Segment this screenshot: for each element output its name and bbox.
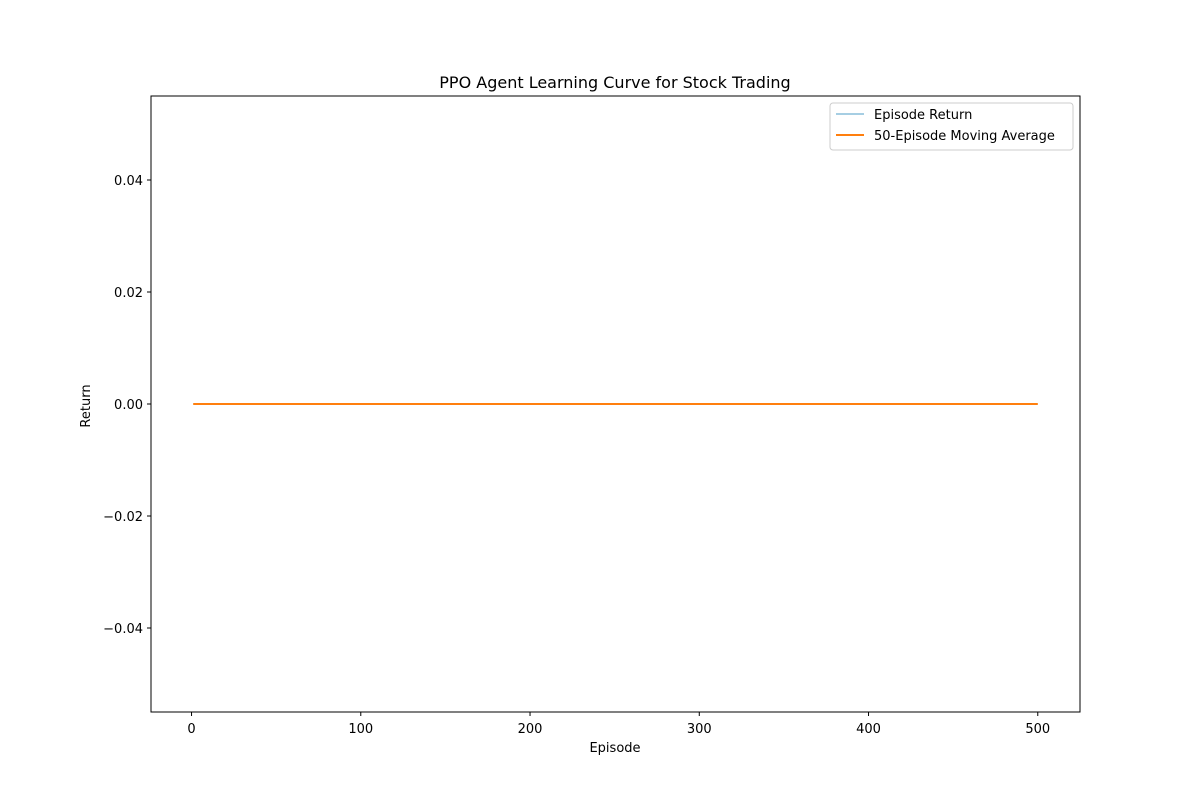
legend: Episode Return 50-Episode Moving Average [829,102,1074,151]
legend-label-moving-average: 50-Episode Moving Average [874,129,1055,144]
x-tick-label: 100 [348,722,373,737]
y-tick-label: 0.04 [114,174,143,189]
x-tick-label: 0 [187,722,195,737]
y-axis-label: Return [79,384,94,427]
y-axis: 0.04 0.02 0.00 −0.02 −0.04 [103,174,151,637]
x-tick-label: 400 [856,722,881,737]
x-tick-label: 500 [1025,722,1050,737]
y-tick-label: 0.00 [114,398,143,413]
x-axis: 0 100 200 300 400 500 [187,712,1050,737]
chart-title: PPO Agent Learning Curve for Stock Tradi… [439,73,790,92]
legend-label-episode-return: Episode Return [874,108,972,123]
y-tick-label: 0.02 [114,286,143,301]
x-tick-label: 200 [518,722,543,737]
legend-box [829,102,1074,151]
y-tick-label: −0.02 [103,510,143,525]
x-axis-label: Episode [589,741,640,756]
x-tick-label: 300 [687,722,712,737]
y-tick-label: −0.04 [103,622,143,637]
